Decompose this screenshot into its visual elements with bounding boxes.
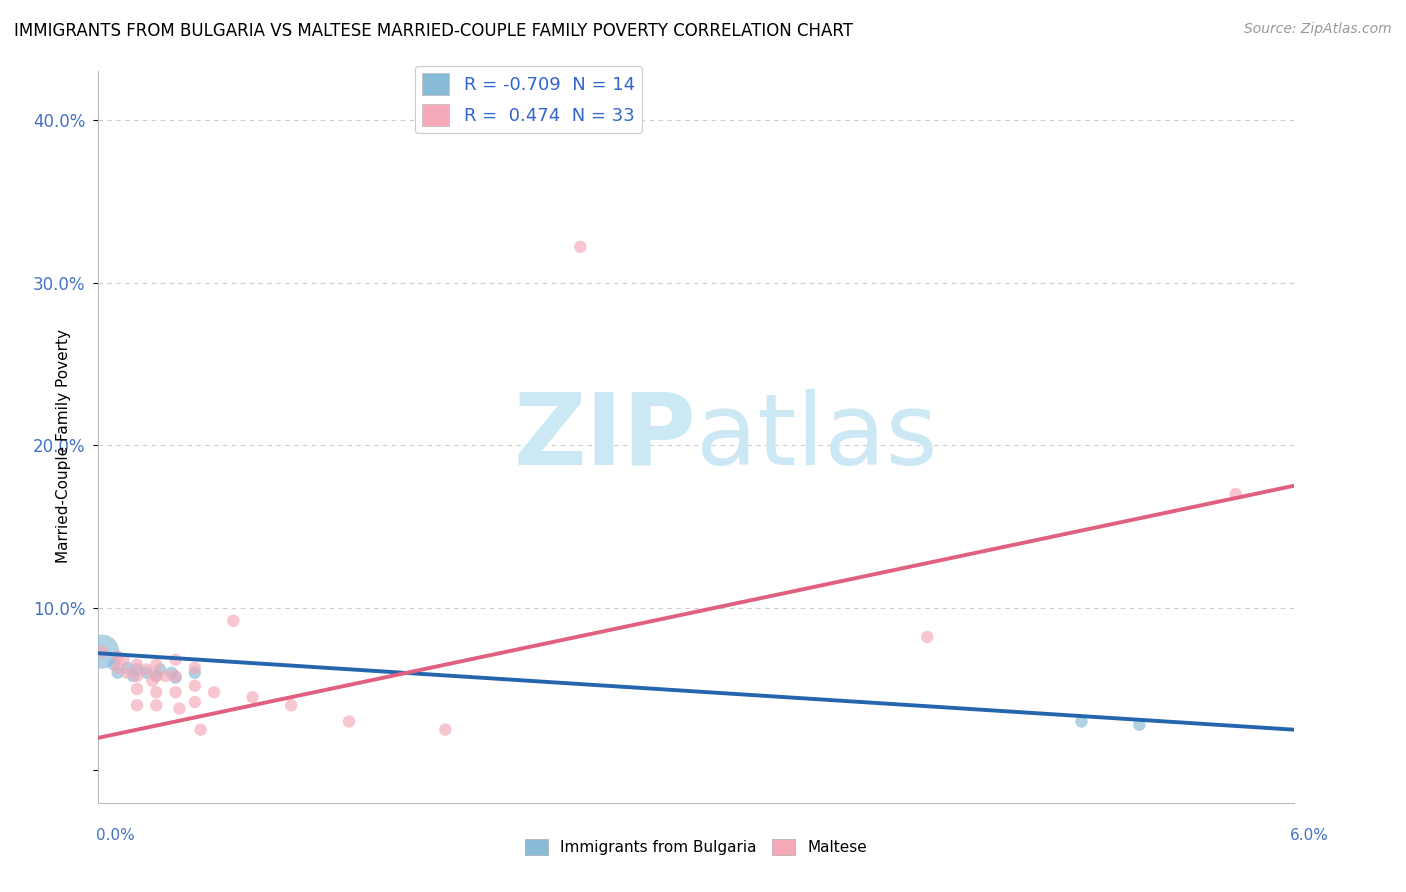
Point	[184, 679, 207, 693]
Point	[125, 657, 148, 672]
Point	[103, 657, 125, 672]
Point	[184, 695, 207, 709]
Point	[125, 698, 148, 713]
Point	[202, 685, 225, 699]
Legend: Immigrants from Bulgaria, Maltese: Immigrants from Bulgaria, Maltese	[519, 833, 873, 861]
Point	[141, 673, 163, 688]
Point	[145, 669, 167, 683]
Text: Source: ZipAtlas.com: Source: ZipAtlas.com	[1244, 22, 1392, 37]
Point	[222, 614, 245, 628]
Point	[145, 698, 167, 713]
Point	[145, 669, 167, 683]
Text: 6.0%: 6.0%	[1289, 828, 1329, 843]
Point	[1070, 714, 1092, 729]
Point	[107, 665, 129, 680]
Point	[125, 663, 148, 677]
Point	[184, 661, 207, 675]
Point	[165, 671, 187, 685]
Point	[190, 723, 212, 737]
Point	[160, 665, 183, 680]
Point	[569, 240, 592, 254]
Text: IMMIGRANTS FROM BULGARIA VS MALTESE MARRIED-COUPLE FAMILY POVERTY CORRELATION CH: IMMIGRANTS FROM BULGARIA VS MALTESE MARR…	[14, 22, 853, 40]
Point	[135, 665, 157, 680]
Point	[117, 665, 139, 680]
Point	[91, 645, 114, 659]
Point	[1225, 487, 1247, 501]
Point	[125, 669, 148, 683]
Point	[117, 661, 139, 675]
Point	[337, 714, 360, 729]
Point	[145, 685, 167, 699]
Point	[107, 649, 129, 664]
Point	[917, 630, 939, 644]
Point	[1128, 718, 1150, 732]
Point	[122, 669, 145, 683]
Text: ZIP: ZIP	[513, 389, 696, 485]
Text: 0.0%: 0.0%	[96, 828, 135, 843]
Point	[91, 645, 114, 659]
Text: atlas: atlas	[696, 389, 938, 485]
Point	[125, 681, 148, 696]
Point	[112, 653, 135, 667]
Point	[280, 698, 302, 713]
Point	[145, 657, 167, 672]
Point	[184, 665, 207, 680]
Text: Married-Couple Family Poverty: Married-Couple Family Poverty	[56, 329, 70, 563]
Point	[155, 669, 177, 683]
Point	[135, 663, 157, 677]
Point	[107, 661, 129, 675]
Point	[165, 669, 187, 683]
Point	[169, 701, 191, 715]
Point	[165, 653, 187, 667]
Point	[434, 723, 457, 737]
Point	[165, 685, 187, 699]
Point	[149, 663, 172, 677]
Point	[242, 690, 264, 705]
